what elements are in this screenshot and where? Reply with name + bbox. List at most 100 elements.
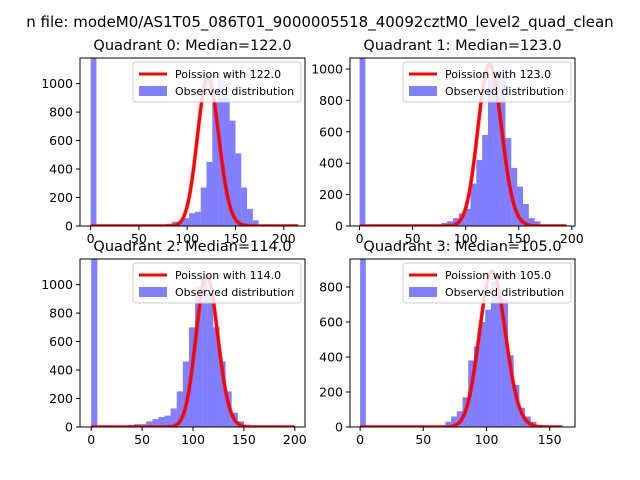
plot-area [359,259,564,427]
x-tick-label: 150 [232,432,256,447]
histogram-bar [479,322,486,427]
histogram-bar [194,211,201,226]
x-tick-label: 0 [356,432,364,447]
subplot-quadrant-1: Quadrant 1: Median=123.0 0 50 100 150 200 0 200… [311,38,584,246]
y-tick-label: 400 [49,363,73,378]
legend-patch-observed [409,287,437,297]
plot-area [89,58,300,226]
histogram-bar [212,102,219,226]
y-tick-label: 600 [49,133,73,148]
subplot-title: Quadrant 3: Median=105.0 [363,239,561,255]
histogram-bar [473,346,480,427]
histogram-bar [90,58,97,226]
y-tick-label: 200 [49,391,73,406]
axes-frame [79,57,306,227]
legend-label-observed: Observed distribution [175,286,294,299]
y-tick-label: 800 [319,280,343,295]
histogram-bar [229,120,236,226]
histogram-bar [247,208,253,226]
histogram-bar [534,221,541,226]
legend-label-observed: Observed distribution [445,85,564,98]
histogram-bar [447,221,453,226]
x-tick-label: 100 [181,432,205,447]
x-tick-label: 150 [538,432,562,447]
y-tick-label: 400 [49,162,73,177]
y-tick-label: 0 [65,219,73,234]
histogram-bar [189,213,195,226]
histogram-bar [164,415,171,427]
x-tick-label: 100 [475,432,499,447]
histogram-bar [487,79,494,226]
poisson-curve [90,76,299,226]
subplot-quadrant-3: Quadrant 3: Median=105.0 0 50 100 150 0 200 400… [319,239,576,447]
y-tick-label: 1000 [311,61,343,76]
subplot-quadrant-0: Quadrant 0: Median=122.0 0 50 100 150 200 0 200… [41,38,306,246]
y-tick-label: 600 [319,124,343,139]
histogram-bar [445,421,452,427]
histogram-bar [200,187,207,226]
legend: Poission with 114.0 Observed distribution [132,262,302,304]
histogram-bar [183,218,190,226]
x-tick-label: 50 [415,432,431,447]
histogram-bar [496,292,503,427]
x-tick-label: 0 [87,432,95,447]
histogram-bar [170,408,177,427]
histogram-bar [91,259,98,427]
histogram-bar [206,161,213,226]
legend: Poission with 122.0 Observed distribution [132,61,302,103]
y-tick-label: 600 [319,315,343,330]
histogram-bar [508,355,514,427]
legend-label-poisson: Poission with 105.0 [445,269,551,282]
histogram-bar [195,286,202,427]
histogram-bar [158,417,165,427]
histogram-bar [522,204,529,226]
legend-patch-observed [409,86,437,96]
y-tick-label: 0 [65,420,73,435]
histogram-bar [511,167,518,226]
plot-area [90,259,296,427]
y-tick-label: 200 [319,385,343,400]
x-tick-label: 0 [87,231,95,246]
figure-title: n file: modeM0/AS1T05_086T01_9000005518_… [26,13,613,32]
histogram-bar [252,220,259,226]
y-tick-label: 600 [49,334,73,349]
x-tick-label: 50 [131,231,147,246]
axes-frame [79,258,306,428]
legend-box [402,61,572,103]
legend-label-observed: Observed distribution [445,286,564,299]
histogram-bar [176,391,183,427]
histogram-bar [207,296,214,427]
legend: Poission with 123.0 Observed distribution [402,61,572,103]
x-tick-label: 50 [134,432,150,447]
subplot-title: Quadrant 2: Median=114.0 [93,239,291,255]
histogram-bar [219,361,226,427]
histogram-bar [493,70,500,226]
histogram-bar [485,309,491,427]
y-tick-label: 200 [49,190,73,205]
y-tick-label: 200 [319,187,343,202]
histogram-bar [235,153,242,226]
histogram-bar [146,421,153,427]
y-tick-label: 800 [319,93,343,108]
legend-label-poisson: Poission with 114.0 [175,269,281,282]
x-tick-label: 0 [356,231,364,246]
x-tick-label: 200 [560,231,584,246]
subplot-quadrant-2: Quadrant 2: Median=114.0 0 50 100 150 200 0 200… [41,239,307,447]
legend-label-observed: Observed distribution [175,85,294,98]
histogram-bar [223,90,230,226]
histogram-bar [482,134,488,226]
histogram-bar [502,299,509,427]
legend-box [402,262,572,304]
x-tick-label: 200 [272,231,296,246]
axes-frame [349,258,576,428]
x-tick-label: 100 [175,231,199,246]
legend-patch-observed [139,86,167,96]
y-tick-label: 0 [335,420,343,435]
histogram-bar [182,361,189,427]
y-tick-label: 1000 [41,277,73,292]
histogram-bar [201,278,208,427]
x-tick-label: 50 [405,231,421,246]
legend-label-poisson: Poission with 123.0 [445,68,551,81]
histogram-bar [513,385,520,427]
